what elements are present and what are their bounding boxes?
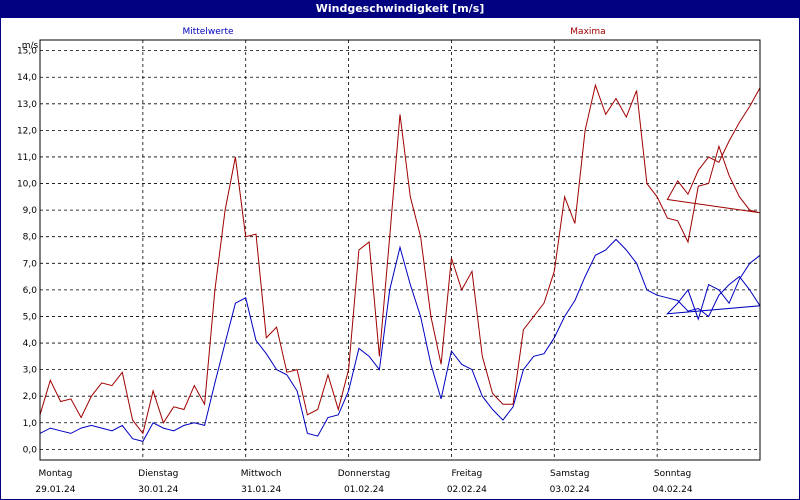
x-tick-date: 31.01.24 <box>241 485 281 495</box>
y-tick-label: 8,0 <box>23 233 38 243</box>
y-tick-label: 3,0 <box>23 366 38 376</box>
y-tick-label: 10,0 <box>17 180 37 190</box>
y-tick-label: 7,0 <box>23 259 38 269</box>
y-tick-label: 11,0 <box>17 153 37 163</box>
x-tick-day: Freitag <box>451 469 482 479</box>
x-tick-day: Sonntag <box>654 469 691 479</box>
grid <box>40 40 760 460</box>
legend-maxima: Maxima <box>570 27 605 37</box>
y-axis-label: m/s <box>22 41 39 51</box>
y-tick-label: 13,0 <box>17 100 37 110</box>
series-line-maxima <box>39 83 761 435</box>
series-line-mittelwerte <box>39 238 761 442</box>
chart-title: Windgeschwindigkeit [m/s] <box>0 0 800 18</box>
y-tick-label: 12,0 <box>17 126 37 136</box>
y-tick-label: 0,0 <box>23 445 38 455</box>
x-tick-date: 01.02.24 <box>344 485 384 495</box>
series-lines <box>39 83 761 442</box>
x-tick-date: 30.01.24 <box>138 485 178 495</box>
y-tick-label: 14,0 <box>17 73 37 83</box>
y-tick-label: 1,0 <box>23 419 38 429</box>
x-tick-date: 04.02.24 <box>653 485 693 495</box>
y-tick-label: 4,0 <box>23 339 38 349</box>
x-axis-ticks: Montag 29.01.24 Dienstag 30.01.24 Mittwoch 31… <box>35 469 692 495</box>
x-tick-date: 29.01.24 <box>35 485 75 495</box>
x-tick-date: 02.02.24 <box>447 485 487 495</box>
legend-mittelwerte: Mittelwerte <box>182 27 233 37</box>
x-tick-day: Montag <box>39 469 73 479</box>
y-tick-label: 9,0 <box>23 206 38 216</box>
x-tick-day: Mittwoch <box>241 469 282 479</box>
x-tick-day: Samstag <box>550 469 589 479</box>
x-tick-day: Dienstag <box>138 469 178 479</box>
y-tick-label: 15,0 <box>17 47 37 57</box>
plot-area <box>39 39 761 461</box>
x-tick-date: 03.02.24 <box>550 485 590 495</box>
y-tick-label: 6,0 <box>23 286 38 296</box>
y-tick-label: 2,0 <box>23 392 38 402</box>
y-axis-ticks: 0,0 1,0 2,0 3,0 4,0 5,0 6,0 7,0 8,0 9,0 10,0 11,0 12… <box>17 47 37 456</box>
y-tick-label: 5,0 <box>23 312 38 322</box>
x-tick-day: Donnerstag <box>338 469 391 479</box>
